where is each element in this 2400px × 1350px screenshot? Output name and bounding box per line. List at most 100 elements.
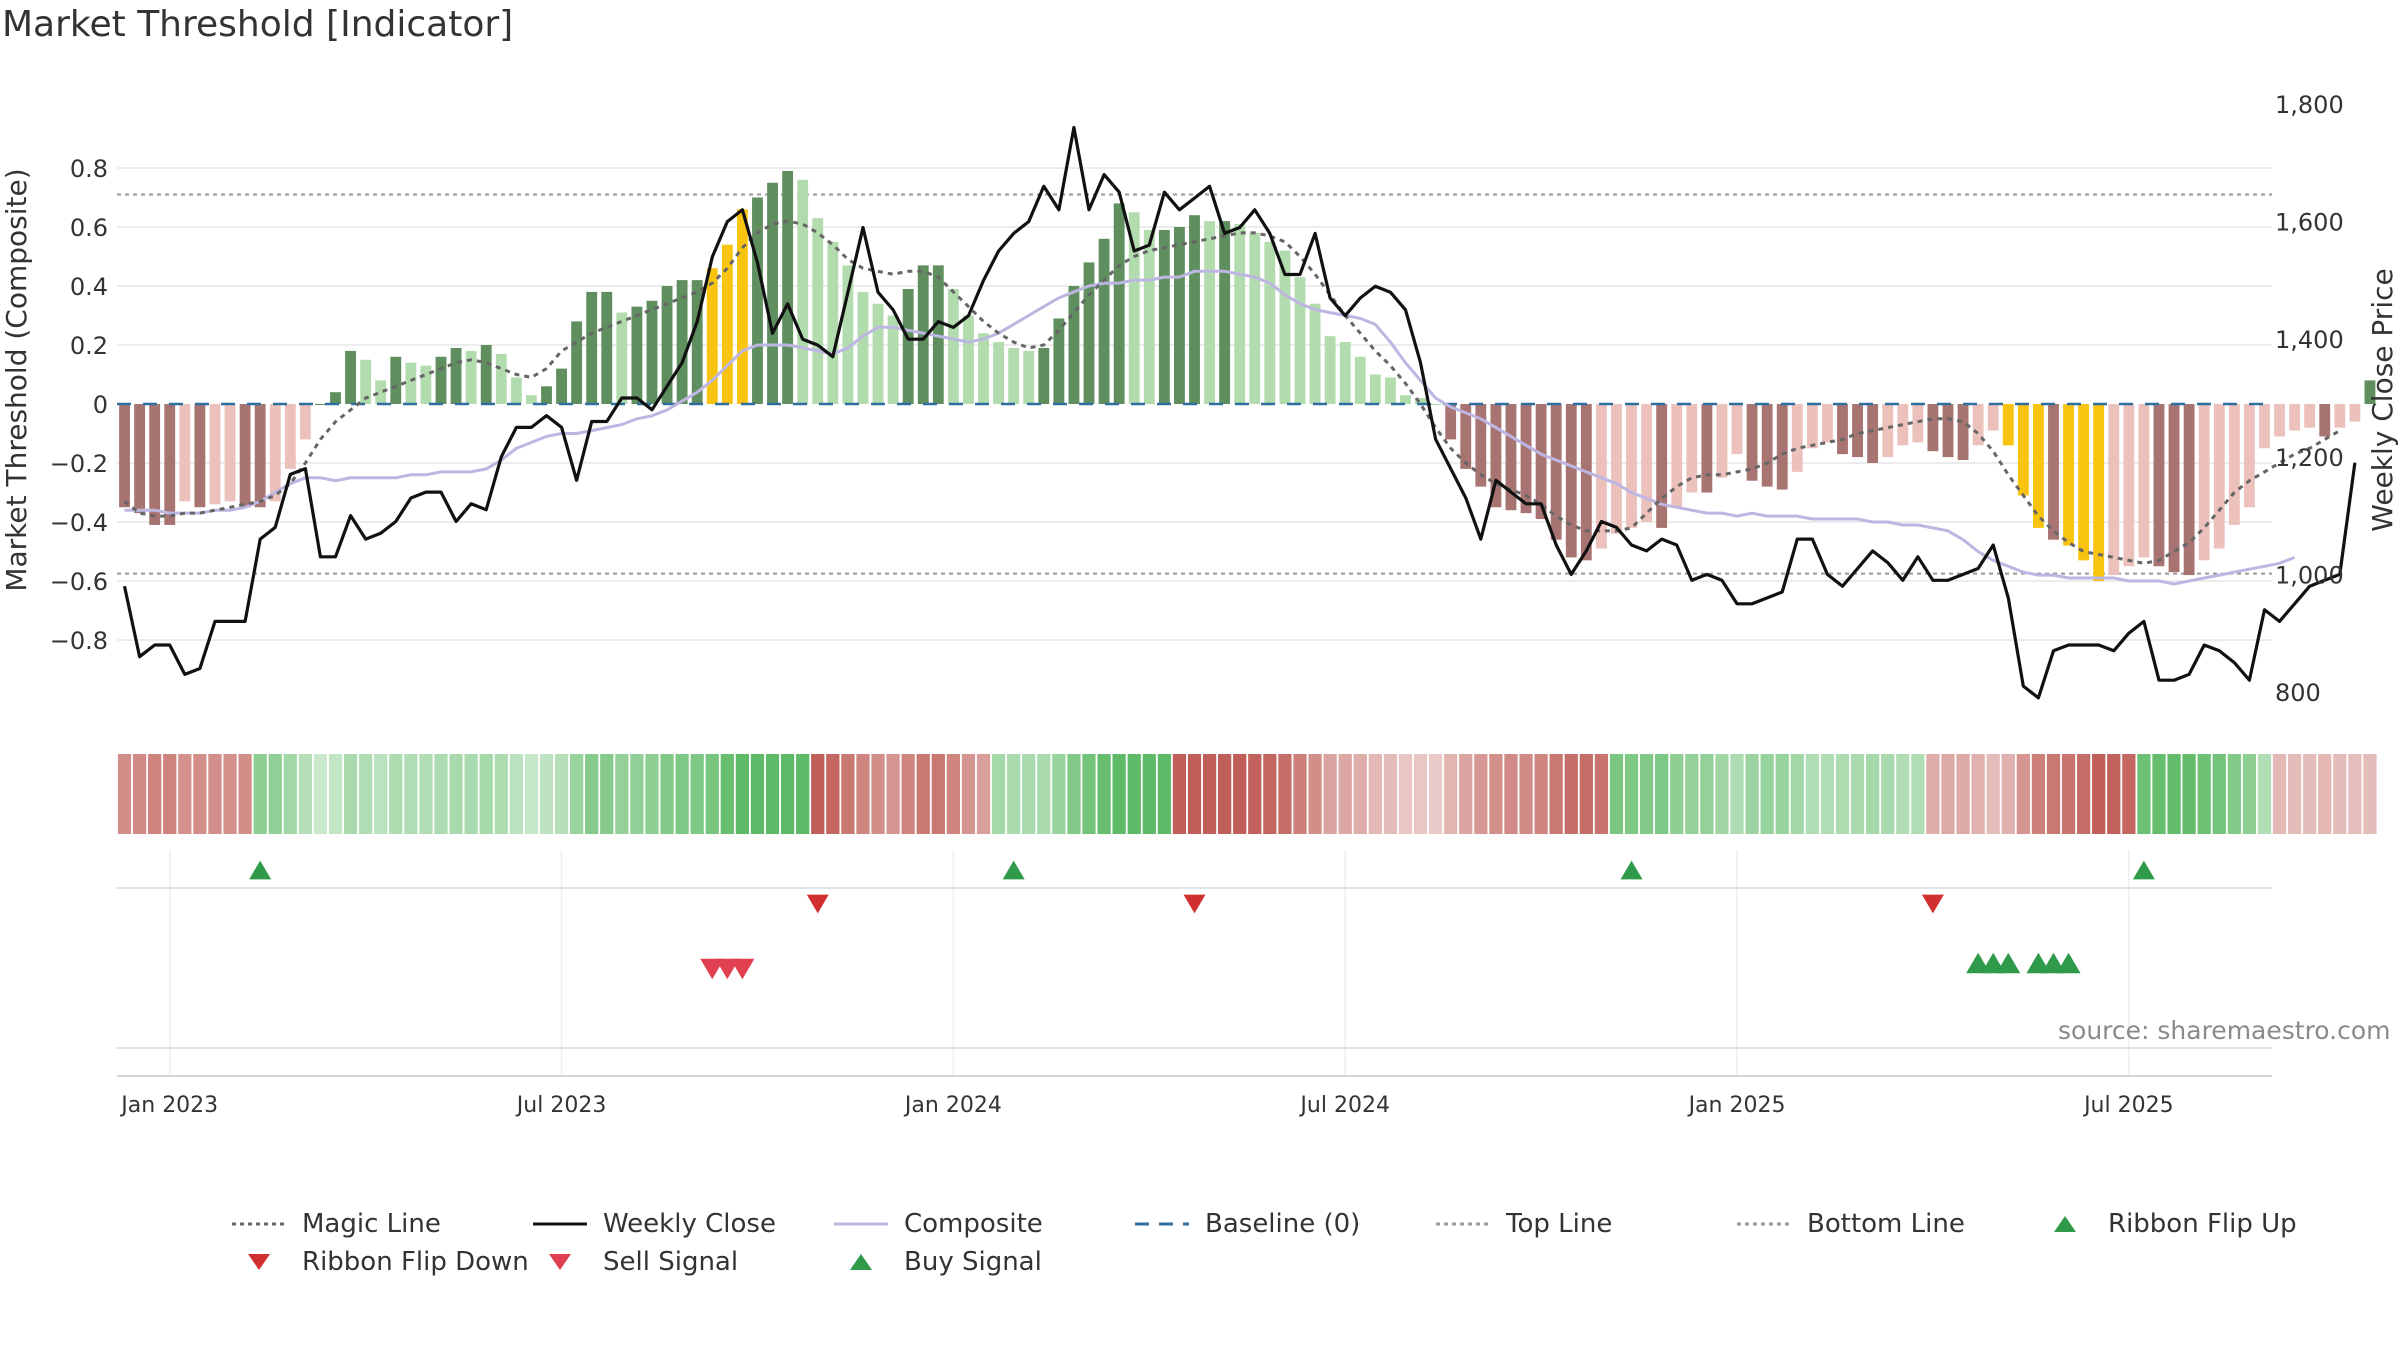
y-tick-label: −0.2 [50,450,108,478]
composite-bar [134,404,146,514]
legend-item[interactable]: Ribbon Flip Up [2036,1209,2337,1239]
ribbon-cell [1353,754,1367,834]
y2-axis-label: Weekly Close Price [2366,268,2399,531]
ribbon-cell [374,754,388,834]
ribbon-cell [1052,754,1066,834]
legend-label: Buy Signal [904,1247,1042,1277]
ribbon-cell [2122,754,2136,834]
composite-bar [586,291,598,404]
ribbon-cell [2272,754,2287,834]
legend-item[interactable]: Top Line [1434,1209,1735,1239]
composite-bar [631,306,643,404]
legend-item[interactable]: Bottom Line [1735,1209,2036,1239]
ribbon-cell [283,754,297,834]
legend-item[interactable]: Ribbon Flip Down [230,1247,531,1277]
y-tick-label: 0.2 [70,332,108,360]
ribbon-cell [841,754,855,834]
ribbon-cell [811,754,825,834]
ribbon-cell [163,754,177,834]
legend-item[interactable]: Buy Signal [832,1247,1133,1277]
ribbon-cell [1037,754,1051,834]
composite-bar [1791,404,1803,472]
composite-bar [1369,374,1381,404]
legend-item[interactable]: Composite [832,1209,1133,1239]
legend-item[interactable]: Magic Line [230,1209,531,1239]
legend-label: Top Line [1506,1209,1613,1239]
composite-bar [450,347,462,404]
composite-bar [1927,404,1939,452]
ribbon-cell [1459,754,1473,834]
composite-bar [1219,221,1231,404]
composite-bar [2093,404,2105,581]
composite-bar [1611,404,1622,534]
composite-bar [1430,404,1442,405]
composite-bar [1641,404,1653,522]
ribbon-cell [1504,754,1518,834]
composite-bar [360,359,372,404]
ribbon-cell [796,754,810,834]
ribbon-cell [705,754,719,834]
ribbon-cell [1926,754,1940,834]
legend-symbol [1436,1222,1490,1226]
sell-signal-marker [715,958,740,980]
legend-symbol [834,1222,888,1226]
ribbon-cell [343,754,358,834]
ribbon-cell [1127,754,1141,834]
ribbon-cell [404,754,418,834]
composite-bar [2138,404,2150,558]
legend-symbol [248,1254,270,1270]
ribbon-cell [1172,754,1187,834]
legend-item[interactable]: Weekly Close [531,1209,832,1239]
ribbon-cell [1097,754,1111,834]
composite-bar [616,312,628,404]
composite-bar [465,350,477,404]
composite-bar [2002,404,2014,446]
composite-bar [315,404,326,405]
composite-bar [706,268,718,404]
ribbon-cell [449,754,463,834]
ribbon-cell [2242,754,2257,834]
composite-bar [2349,404,2361,422]
ribbon-cell [2076,754,2091,834]
legend-label: Baseline (0) [1205,1209,1361,1239]
ribbon-cell [419,754,433,834]
sell-signal-marker [730,958,755,980]
ribbon-cell [600,754,614,834]
ribbon-cell [1202,754,1217,834]
ribbon-cell [1338,754,1352,834]
composite-bar [857,291,869,404]
ribbon-cell [509,754,523,834]
ribbon-cell [1820,754,1835,834]
y2-tick-label: 1,800 [2275,91,2344,119]
ribbon-cell [1579,754,1593,834]
composite-bar [1701,404,1713,493]
ribbon-cell [434,754,448,834]
ribbon-cell [1549,754,1563,834]
composite-bar [390,356,402,404]
ribbon-cell [1941,754,1955,834]
composite-bar [2364,380,2376,404]
legend-item[interactable]: Sell Signal [531,1247,832,1277]
composite-bar [842,265,854,404]
ribbon-cell [2182,754,2196,834]
legend-item[interactable]: Baseline (0) [1133,1209,1434,1239]
composite-bar [2304,404,2316,428]
composite-bar [676,280,688,404]
buy-signal-marker [2041,952,2066,974]
composite-bar [1776,404,1788,490]
composite-bar [179,404,191,502]
ribbon-cell [1534,754,1548,834]
composite-bar [2108,404,2120,576]
composite-bar [2213,404,2225,549]
ribbon-flip-down-marker [806,894,829,914]
ribbon-cell [132,754,147,834]
composite-bar [827,241,839,404]
ribbon-cell [1368,754,1382,834]
legend-label: Composite [904,1209,1043,1239]
composite-bar [1339,342,1351,404]
legend-symbol [1737,1222,1791,1226]
legend-label: Sell Signal [603,1247,739,1277]
y-tick-label: 0.4 [70,273,108,301]
ribbon-flip-up-marker [2132,860,2155,880]
ribbon-cell [1218,754,1232,834]
